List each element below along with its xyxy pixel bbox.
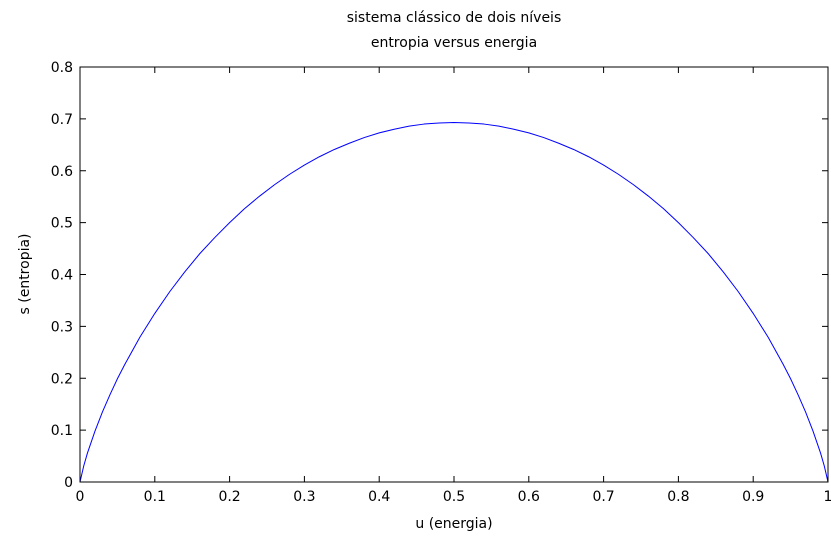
y-tick-label: 0 <box>64 475 73 491</box>
plot-area <box>80 67 828 482</box>
series-line-0 <box>79 122 829 483</box>
series-layer <box>79 122 829 483</box>
x-axis-label: u (energia) <box>415 516 492 532</box>
x-tick-label: 0.2 <box>218 489 240 505</box>
x-tick-label: 1 <box>824 489 831 505</box>
tick-layer: 0 0.1 0.2 0.3 0.4 0.5 0.6 0.7 0.8 0.9 1 0 0.1 0.2 0.3 0… <box>51 60 831 505</box>
y-axis-label: s (entropia) <box>17 233 33 314</box>
x-tick-label: 0.7 <box>592 489 614 505</box>
y-tick-label: 0.4 <box>51 268 73 284</box>
y-tick-label: 0.3 <box>51 319 73 335</box>
x-tick-label: 0.9 <box>742 489 764 505</box>
chart-title-line-2: entropia versus energia <box>371 35 537 51</box>
x-tick-label: 0.1 <box>144 489 166 505</box>
y-tick-label: 0.1 <box>51 423 73 439</box>
plot-frame <box>79 66 829 483</box>
y-tick-label: 0.7 <box>51 112 73 128</box>
x-tick-label: 0.6 <box>518 489 540 505</box>
y-tick-label: 0.6 <box>51 164 73 180</box>
x-tick-label: 0.4 <box>368 489 390 505</box>
x-tick-label: 0.5 <box>443 489 465 505</box>
y-tick-label: 0.8 <box>51 60 73 76</box>
y-tick-label: 0.2 <box>51 371 73 387</box>
x-tick-label: 0.3 <box>293 489 315 505</box>
x-tick-label: 0.8 <box>667 489 689 505</box>
x-tick-label: 0 <box>76 489 85 505</box>
y-tick-label: 0.5 <box>51 216 73 232</box>
chart-title-line-1: sistema clássico de dois níveis <box>347 10 561 26</box>
